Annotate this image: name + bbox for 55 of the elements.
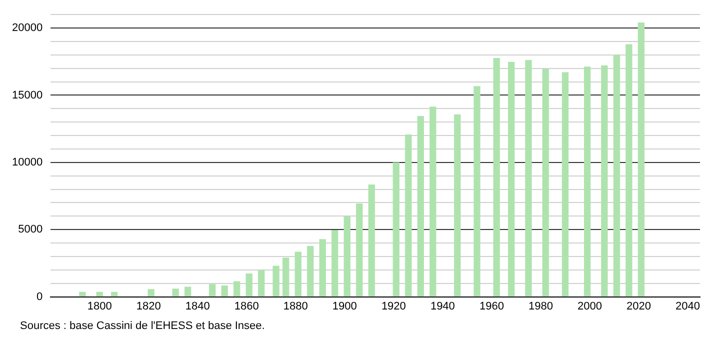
- bar: [493, 58, 500, 297]
- bar: [356, 203, 363, 297]
- bar: [172, 288, 179, 297]
- bar: [96, 292, 103, 297]
- bar: [319, 239, 326, 297]
- bar: [258, 270, 265, 297]
- y-tick-label: 10000: [12, 156, 43, 168]
- bar: [332, 230, 338, 297]
- x-tick-label: 1840: [185, 300, 210, 312]
- x-tick-label: 1880: [283, 300, 308, 312]
- bar: [562, 72, 569, 297]
- bar: [344, 216, 350, 297]
- bar: [392, 162, 400, 297]
- bar: [525, 60, 532, 297]
- bar: [454, 114, 461, 297]
- bar: [234, 281, 240, 297]
- x-tick-label: 2040: [676, 300, 700, 312]
- source-note: Sources : base Cassini de l'EHESS et base Insee.: [20, 320, 265, 332]
- bar: [508, 62, 515, 297]
- bar: [184, 286, 192, 297]
- x-tick-label: 2000: [577, 300, 602, 312]
- bar: [405, 134, 412, 297]
- bar: [282, 258, 290, 297]
- bar: [417, 116, 424, 297]
- x-tick-label: 1980: [528, 300, 553, 312]
- bar: [307, 246, 314, 297]
- y-tick-label: 15000: [12, 89, 43, 102]
- bar: [368, 184, 375, 297]
- y-tick-label: 20000: [12, 22, 43, 34]
- bar: [148, 289, 154, 297]
- y-tick-label: 5000: [18, 224, 43, 236]
- bar: [294, 252, 302, 297]
- bar: [221, 285, 228, 297]
- y-tick-label: 0: [36, 290, 43, 303]
- x-tick-label: 1800: [87, 300, 112, 312]
- bar: [626, 44, 632, 297]
- bar: [110, 292, 118, 297]
- bar: [474, 86, 480, 297]
- x-tick-label: 1900: [332, 300, 357, 312]
- bar: [584, 66, 591, 297]
- bar: [613, 54, 620, 297]
- bar: [601, 65, 608, 297]
- bar: [209, 284, 216, 297]
- bar: [272, 266, 280, 297]
- x-tick-label: 1940: [430, 300, 455, 312]
- bar: [542, 68, 549, 297]
- bar: [246, 273, 252, 297]
- bar: [79, 292, 86, 297]
- x-tick-label: 2020: [626, 300, 651, 312]
- x-tick-label: 1860: [234, 300, 259, 312]
- bar: [638, 22, 645, 297]
- x-tick-label: 1960: [479, 300, 504, 312]
- x-tick-label: 1920: [381, 300, 406, 312]
- bar: [430, 106, 436, 297]
- x-tick-label: 1820: [136, 300, 161, 312]
